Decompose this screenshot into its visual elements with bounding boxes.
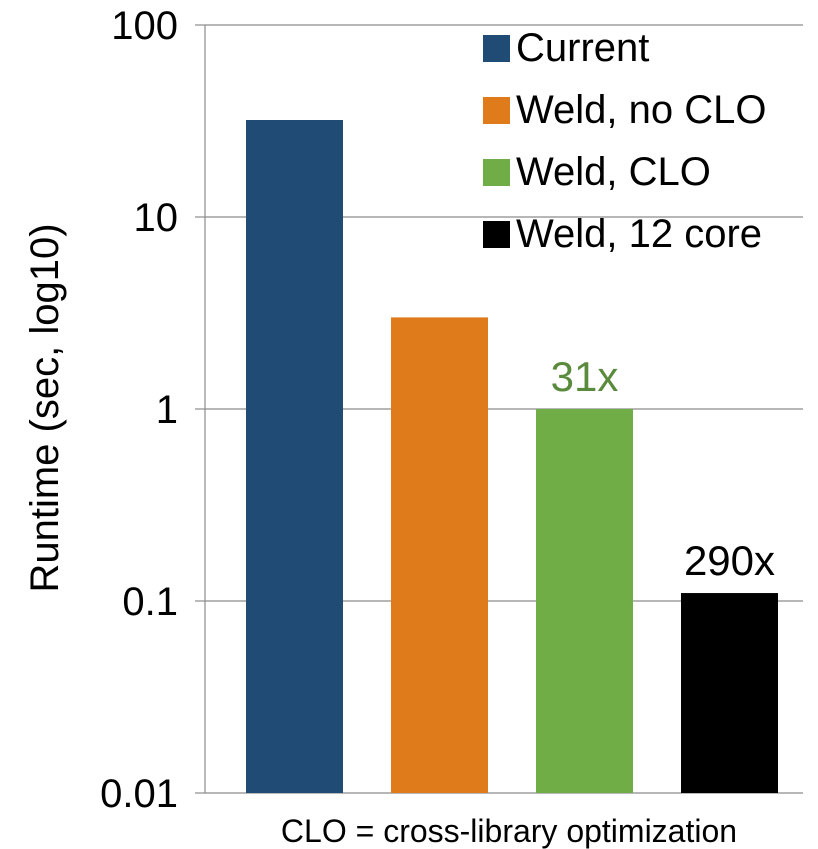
legend-label: Weld, 12 core: [516, 212, 762, 256]
y-axis-title: Runtime (sec, log10): [23, 223, 67, 592]
bar-current: [246, 120, 343, 793]
legend-label: Weld, no CLO: [516, 88, 767, 132]
bar-weld-clo: [536, 409, 633, 793]
legend: Current Weld, no CLO Weld, CLO Weld, 12 cor…: [483, 26, 767, 256]
y-tick-label: 1: [156, 388, 178, 432]
y-tick-label: 100: [111, 4, 178, 48]
legend-item: Weld, no CLO: [483, 88, 767, 132]
legend-swatch: [483, 159, 510, 186]
legend-item: Weld, CLO: [483, 150, 711, 194]
legend-item: Weld, 12 core: [483, 212, 762, 256]
bars: [246, 120, 778, 793]
axes: [195, 24, 206, 794]
bar-annotation: 290x: [684, 537, 775, 584]
legend-item: Current: [483, 26, 649, 70]
legend-label: Weld, CLO: [516, 150, 711, 194]
x-axis-caption: CLO = cross-library optimization: [281, 813, 737, 849]
y-tick-label: 0.01: [100, 772, 178, 816]
y-tick-label: 10: [134, 196, 179, 240]
legend-swatch: [483, 221, 510, 248]
legend-label: Current: [516, 26, 649, 70]
bar-annotations: 31x 290x: [551, 353, 775, 584]
bar-weld-no-clo: [391, 317, 488, 793]
legend-swatch: [483, 35, 510, 62]
bar-weld-12-core: [681, 593, 778, 793]
y-tick-labels: 0.01 0.1 1 10 100: [100, 4, 178, 816]
bar-annotation: 31x: [551, 353, 619, 400]
y-tick-label: 0.1: [122, 580, 178, 624]
legend-swatch: [483, 97, 510, 124]
